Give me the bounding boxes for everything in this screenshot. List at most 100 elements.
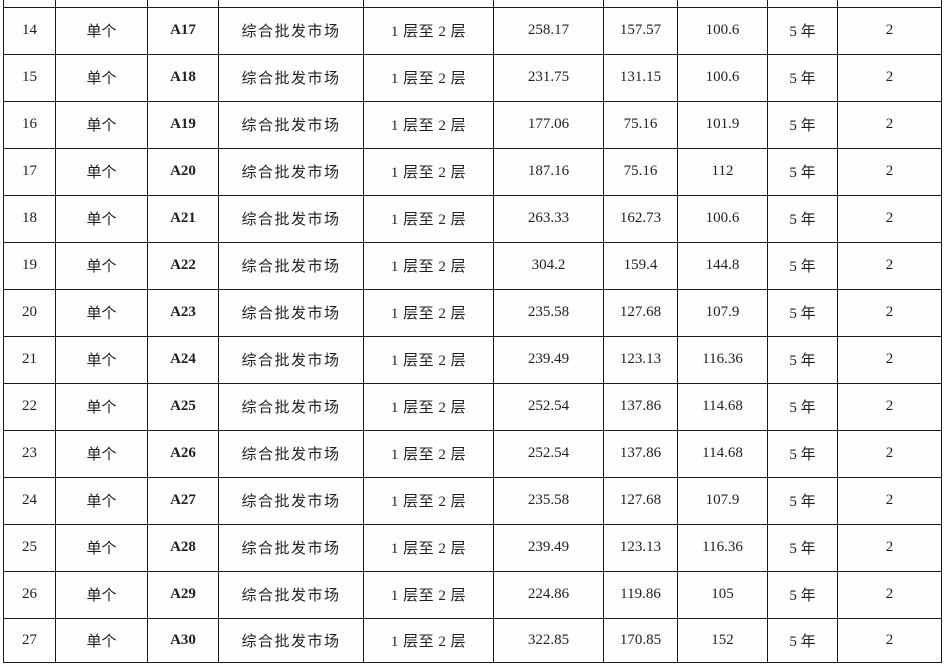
cell-index: 27 [3,617,56,663]
cell-area_a: 123.13 [603,523,678,572]
cutoff-row-sliver [3,0,942,8]
cell-area_b: 144.8 [677,241,768,290]
cell-floors: 1 层至 2 层 [363,147,494,196]
cell-area_total: 252.54 [493,429,604,478]
cell-term: 5 年 [767,429,838,478]
cell-area_total: 239.49 [493,335,604,384]
cell-usage: 综合批发市场 [218,6,364,55]
cell-unit: A24 [147,335,219,384]
cell-unit: A27 [147,476,219,525]
cell-count: 2 [837,382,942,431]
cell-term: 5 年 [767,523,838,572]
cell-scope: 单个 [55,617,148,663]
cell-area_b: 101.9 [677,100,768,149]
cell-usage: 综合批发市场 [218,288,364,337]
cell-area_b: 114.68 [677,429,768,478]
cell-term: 5 年 [767,382,838,431]
cell-term: 5 年 [767,6,838,55]
cell-empty [147,0,219,8]
cell-index: 16 [3,100,56,149]
cell-area_a: 137.86 [603,429,678,478]
cell-area_a: 157.57 [603,6,678,55]
cell-scope: 单个 [55,6,148,55]
cell-term: 5 年 [767,288,838,337]
cell-index: 24 [3,476,56,525]
cell-term: 5 年 [767,241,838,290]
cell-term: 5 年 [767,476,838,525]
table-row: 16 单个 A19 综合批发市场 1 层至 2 层 177.06 75.16 101.9 5 年… [3,100,942,149]
cell-scope: 单个 [55,241,148,290]
cell-scope: 单个 [55,382,148,431]
cell-area_total: 239.49 [493,523,604,572]
cell-index: 20 [3,288,56,337]
cell-area_total: 263.33 [493,194,604,243]
cell-usage: 综合批发市场 [218,476,364,525]
cell-scope: 单个 [55,147,148,196]
cell-unit: A26 [147,429,219,478]
cell-unit: A29 [147,570,219,619]
cell-index: 14 [3,6,56,55]
cell-unit: A25 [147,382,219,431]
cell-count: 2 [837,6,942,55]
cell-empty [3,0,56,8]
cell-area_total: 235.58 [493,476,604,525]
cell-floors: 1 层至 2 层 [363,100,494,149]
cell-area_a: 162.73 [603,194,678,243]
cell-empty [493,0,604,8]
cell-area_b: 116.36 [677,335,768,384]
cell-area_a: 127.68 [603,288,678,337]
cell-usage: 综合批发市场 [218,382,364,431]
cell-area_b: 100.6 [677,6,768,55]
table-row: 20 单个 A23 综合批发市场 1 层至 2 层 235.58 127.68 107.9 5 … [3,288,942,337]
cell-term: 5 年 [767,100,838,149]
cell-count: 2 [837,335,942,384]
table-row: 25 单个 A28 综合批发市场 1 层至 2 层 239.49 123.13 116.36 5… [3,523,942,572]
cell-term: 5 年 [767,617,838,663]
cell-count: 2 [837,241,942,290]
cell-term: 5 年 [767,53,838,102]
cell-count: 2 [837,476,942,525]
cell-scope: 单个 [55,53,148,102]
cell-area_a: 159.4 [603,241,678,290]
cell-empty [603,0,678,8]
table-row: 18 单个 A21 综合批发市场 1 层至 2 层 263.33 162.73 100.6 5 … [3,194,942,243]
cell-floors: 1 层至 2 层 [363,53,494,102]
cell-area_b: 107.9 [677,476,768,525]
cell-scope: 单个 [55,523,148,572]
cell-area_a: 75.16 [603,147,678,196]
cell-count: 2 [837,147,942,196]
cell-usage: 综合批发市场 [218,100,364,149]
cell-count: 2 [837,100,942,149]
table-row: 24 单个 A27 综合批发市场 1 层至 2 层 235.58 127.68 107.9 5 … [3,476,942,525]
cell-term: 5 年 [767,147,838,196]
cell-area_a: 127.68 [603,476,678,525]
table-row: 23 单个 A26 综合批发市场 1 层至 2 层 252.54 137.86 114.68 5… [3,429,942,478]
cell-count: 2 [837,288,942,337]
cell-area_total: 322.85 [493,617,604,663]
listing-table: 14 单个 A17 综合批发市场 1 层至 2 层 258.17 157.57 100.6 5 … [3,0,942,663]
cell-floors: 1 层至 2 层 [363,476,494,525]
cell-unit: A30 [147,617,219,663]
cell-scope: 单个 [55,288,148,337]
cell-scope: 单个 [55,570,148,619]
cell-usage: 综合批发市场 [218,241,364,290]
cell-index: 21 [3,335,56,384]
table-body: 14 单个 A17 综合批发市场 1 层至 2 层 258.17 157.57 100.6 5 … [3,0,942,663]
cell-usage: 综合批发市场 [218,147,364,196]
cell-unit: A19 [147,100,219,149]
cell-floors: 1 层至 2 层 [363,6,494,55]
cell-floors: 1 层至 2 层 [363,194,494,243]
cell-area_total: 258.17 [493,6,604,55]
cell-usage: 综合批发市场 [218,429,364,478]
cell-usage: 综合批发市场 [218,570,364,619]
cell-scope: 单个 [55,194,148,243]
cell-floors: 1 层至 2 层 [363,570,494,619]
cell-floors: 1 层至 2 层 [363,241,494,290]
cell-area_a: 170.85 [603,617,678,663]
cell-area_a: 131.15 [603,53,678,102]
cell-empty [767,0,838,8]
cell-floors: 1 层至 2 层 [363,523,494,572]
